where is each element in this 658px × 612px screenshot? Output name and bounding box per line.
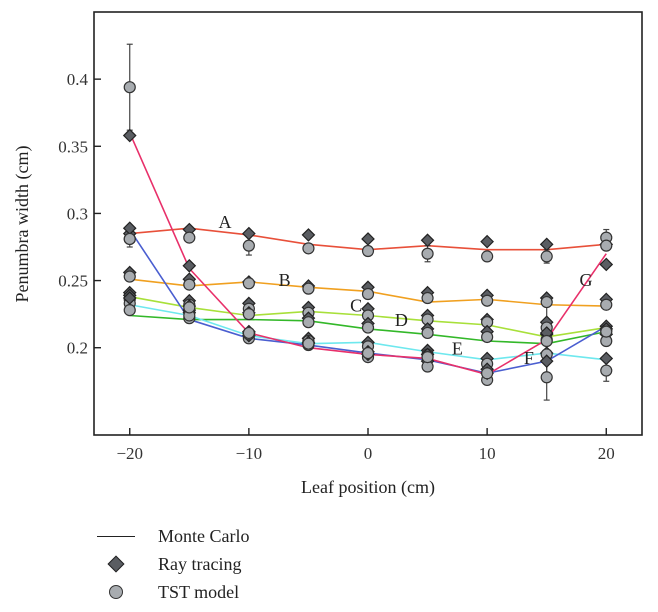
tst-model-point-g (481, 367, 494, 380)
tst-model-point-e (600, 364, 613, 377)
curve-label-c: C (350, 295, 362, 315)
tst-model-point-b (123, 270, 136, 283)
tst-model-point-d (421, 326, 434, 340)
data-markers (122, 81, 614, 387)
tst-model-point-b (183, 278, 196, 291)
legend-label: TST model (158, 581, 240, 602)
legend-item-ray-tracing: Ray tracing (96, 550, 250, 578)
tst-model-point-g (540, 334, 553, 348)
tst-model-point-b (481, 294, 494, 307)
curve-label-b: B (279, 270, 291, 290)
tst-model-point-f (540, 371, 553, 384)
y-tick-label: 0.25 (58, 272, 88, 291)
y-tick-label: 0.3 (67, 204, 88, 223)
tst-model-point-g (361, 346, 375, 360)
tst-model-point-a (540, 250, 553, 263)
y-tick-label: 0.35 (58, 137, 88, 156)
ray-tracing-point-a (480, 234, 494, 249)
x-axis-title: Leaf position (cm) (301, 477, 435, 498)
ray-tracing-point-g (599, 257, 614, 272)
curve-label-f: F (524, 348, 534, 368)
tst-model-point-f (600, 325, 613, 338)
tst-model-point-d (361, 321, 375, 334)
axis-ticks: −20 −10 0 10 20 0.2 0.25 0.3 0.35 0.4 (58, 70, 615, 463)
ray-tracing-point-g (122, 128, 137, 143)
tst-model-point-a (361, 244, 375, 258)
y-tick-label: 0.2 (67, 339, 88, 358)
tst-model-point-d (481, 330, 494, 344)
legend-item-tst-model: TST model (96, 578, 250, 606)
y-axis-title: Penumbra width (cm) (12, 146, 33, 303)
tst-model-point-b (540, 295, 553, 309)
ray-tracing-point-g (182, 258, 197, 273)
tst-model-point-a (183, 231, 196, 244)
tst-model-point-a (242, 239, 255, 252)
penumbra-width-chart: −20 −10 0 10 20 0.2 0.25 0.3 0.35 0.4 A B C D E F G Lea… (12, 11, 643, 498)
ray-tracing-point-a (301, 228, 316, 242)
diamond-marker-icon (96, 554, 136, 574)
tst-model-point-d (242, 308, 255, 321)
ray-tracing-point-f (539, 354, 554, 368)
ray-tracing-point-e (599, 351, 614, 366)
tst-model-point-e (123, 304, 136, 317)
ray-tracing-point-a (361, 232, 375, 246)
tst-model-point-b (242, 277, 255, 290)
curve-label-d: D (395, 310, 408, 330)
tst-model-point-g (183, 301, 196, 314)
tst-model-point-a (421, 247, 434, 260)
tst-model-point-a (302, 242, 315, 255)
tst-model-point-b (361, 287, 375, 301)
curve-label-a: A (219, 212, 232, 232)
y-tick-label: 0.4 (67, 70, 89, 89)
plot-frame (93, 11, 643, 436)
legend: Monte Carlo Ray tracing TST model (96, 522, 250, 606)
legend-label: Ray tracing (158, 553, 242, 574)
legend-label: Monte Carlo (158, 525, 250, 546)
tst-model-point-g (123, 81, 136, 94)
tst-model-point-a (481, 250, 494, 263)
x-tick-label: 0 (364, 444, 373, 463)
ray-tracing-point-a (242, 226, 256, 241)
tst-model-point-g (302, 337, 315, 350)
curve-label-e: E (452, 338, 463, 358)
x-tick-label: 20 (598, 444, 615, 463)
line-swatch-icon (96, 526, 136, 546)
tst-model-point-d (302, 316, 315, 329)
x-tick-label: 10 (479, 444, 496, 463)
circle-marker-icon (96, 582, 136, 602)
tst-model-point-g (421, 351, 434, 364)
curve-label-g: G (580, 270, 593, 290)
ray-tracing-point-a (420, 233, 435, 248)
tst-model-point-g (242, 326, 255, 340)
tst-model-point-g (600, 239, 613, 252)
curve-labels: A B C D E F G (219, 212, 593, 368)
x-tick-label: −20 (116, 444, 143, 463)
x-tick-label: −10 (236, 444, 263, 463)
tst-model-point-b (421, 291, 434, 305)
tst-model-point-f (123, 232, 136, 246)
tst-model-point-b (302, 282, 315, 295)
tst-model-point-b (600, 298, 613, 311)
legend-item-monte-carlo: Monte Carlo (96, 522, 250, 550)
